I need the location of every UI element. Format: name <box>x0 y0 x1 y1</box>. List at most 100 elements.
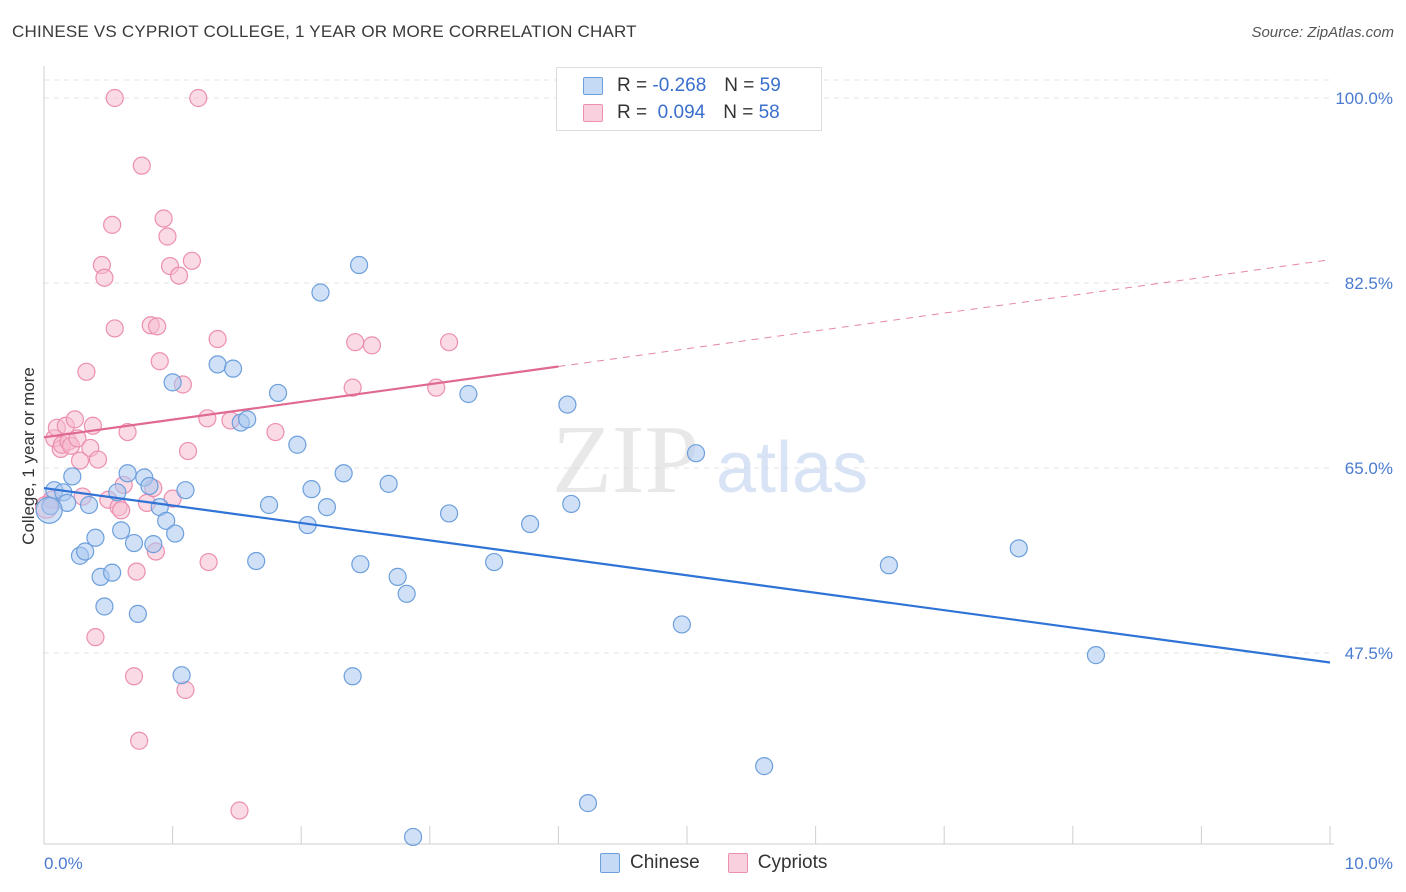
chinese-point <box>247 551 266 571</box>
chinese-point <box>103 563 122 582</box>
legend-label-chinese: Chinese <box>630 852 700 873</box>
chinese-point <box>334 464 353 483</box>
chinese-point <box>166 524 185 543</box>
chinese-point <box>144 535 163 554</box>
chinese-swatch <box>600 853 620 873</box>
chinese-point <box>124 533 144 553</box>
chinese-point <box>311 283 330 302</box>
series-cypriots <box>34 88 459 820</box>
y-tick-label: 65.0% <box>1345 459 1393 478</box>
cypriot-point <box>266 422 285 442</box>
watermark: ZIP atlas <box>552 406 868 514</box>
chinese-point <box>238 410 257 429</box>
chinese-point <box>672 615 691 634</box>
chinese-point <box>176 481 195 500</box>
r-label: R = <box>617 75 648 96</box>
n-value: 59 <box>759 75 781 96</box>
chinese-point <box>140 476 159 496</box>
chinese-point <box>558 395 577 414</box>
cypriot-point <box>343 378 362 397</box>
cypriot-trend-extension <box>558 259 1331 368</box>
y-tick-label: 100.0% <box>1335 89 1393 108</box>
chinese-point <box>86 528 105 547</box>
cypriot-point <box>169 266 189 285</box>
chinese-point <box>379 474 398 493</box>
chinese-point <box>63 467 82 486</box>
cypriot-point <box>362 336 382 355</box>
series-chinese <box>35 255 1106 847</box>
cypriot-swatch <box>583 104 603 122</box>
x-tick-label: 10.0% <box>1345 854 1393 873</box>
y-tick-label: 47.5% <box>1345 644 1393 663</box>
cypriot-point <box>105 88 124 108</box>
chinese-point <box>302 480 321 499</box>
cypriot-point <box>158 227 177 246</box>
cypriot-point <box>439 333 459 352</box>
chinese-point <box>76 542 95 561</box>
cypriot-point <box>178 441 198 461</box>
cypriot-point <box>118 422 137 442</box>
cypriot-point <box>163 489 182 508</box>
n-label: N = <box>723 102 754 123</box>
cypriot-point <box>230 801 249 820</box>
legend-item-chinese[interactable]: Chinese <box>600 852 700 874</box>
stats-legend: R = -0.268 N = 59 R = 0.094 N = 58 <box>556 67 822 131</box>
cypriot-point <box>208 329 227 349</box>
y-tick-label: 82.5% <box>1345 274 1393 293</box>
chinese-point <box>459 384 478 404</box>
chinese-point <box>485 552 504 572</box>
chinese-point <box>157 511 176 530</box>
legend-item-cypriots[interactable]: Cypriots <box>727 852 827 874</box>
chinese-point <box>562 494 581 514</box>
chinese-point <box>578 794 598 813</box>
chinese-point <box>223 359 243 378</box>
chinese-point <box>163 373 182 392</box>
legend-row-cypriots: R = 0.094 N = 58 <box>583 100 780 126</box>
y-axis-label: College, 1 year or more <box>19 367 38 545</box>
chinese-point <box>879 556 899 575</box>
chinese-point <box>208 355 227 374</box>
chinese-point <box>349 255 369 275</box>
chinese-point <box>268 383 288 403</box>
cypriot-point <box>154 209 173 228</box>
cypriot-point <box>103 215 122 234</box>
chart-title: CHINESE VS CYPRIOT COLLEGE, 1 YEAR OR MO… <box>12 22 637 41</box>
cypriot-swatch <box>727 853 748 873</box>
cypriot-point <box>182 251 201 270</box>
chinese-point <box>95 597 114 616</box>
watermark-zip: ZIP <box>552 406 699 514</box>
cypriot-point <box>70 451 90 470</box>
cypriot-point <box>132 156 151 175</box>
chinese-point <box>351 555 370 574</box>
cypriot-point <box>112 501 131 520</box>
cypriot-point <box>105 319 124 338</box>
chinese-point <box>343 667 362 686</box>
cypriot-point <box>199 552 218 572</box>
chinese-point <box>439 504 459 523</box>
chinese-point <box>403 827 423 847</box>
chinese-swatch <box>583 77 603 95</box>
cypriot-point <box>127 562 146 581</box>
n-label: N = <box>724 75 755 96</box>
chinese-trend-line <box>43 486 1331 664</box>
cypriot-point <box>65 410 84 429</box>
r-label: R = <box>617 102 648 123</box>
r-value: -0.268 <box>652 75 707 96</box>
chinese-point <box>172 666 191 685</box>
cypriot-point <box>88 450 108 469</box>
chinese-point <box>118 464 137 483</box>
cypriot-point <box>130 731 149 750</box>
cypriot-trend-line <box>43 365 559 439</box>
chinese-point <box>397 584 416 603</box>
chinese-point-cluster <box>35 496 63 524</box>
chinese-point <box>686 444 706 463</box>
chinese-point <box>1009 539 1028 558</box>
cypriot-point <box>148 317 167 336</box>
source-credit: Source: ZipAtlas.com <box>1251 24 1394 41</box>
cypriot-point <box>198 409 217 428</box>
chinese-point <box>317 498 337 517</box>
chinese-point <box>521 514 540 534</box>
series-legend: Chinese Cypriots <box>600 852 855 874</box>
axes <box>43 66 1334 845</box>
